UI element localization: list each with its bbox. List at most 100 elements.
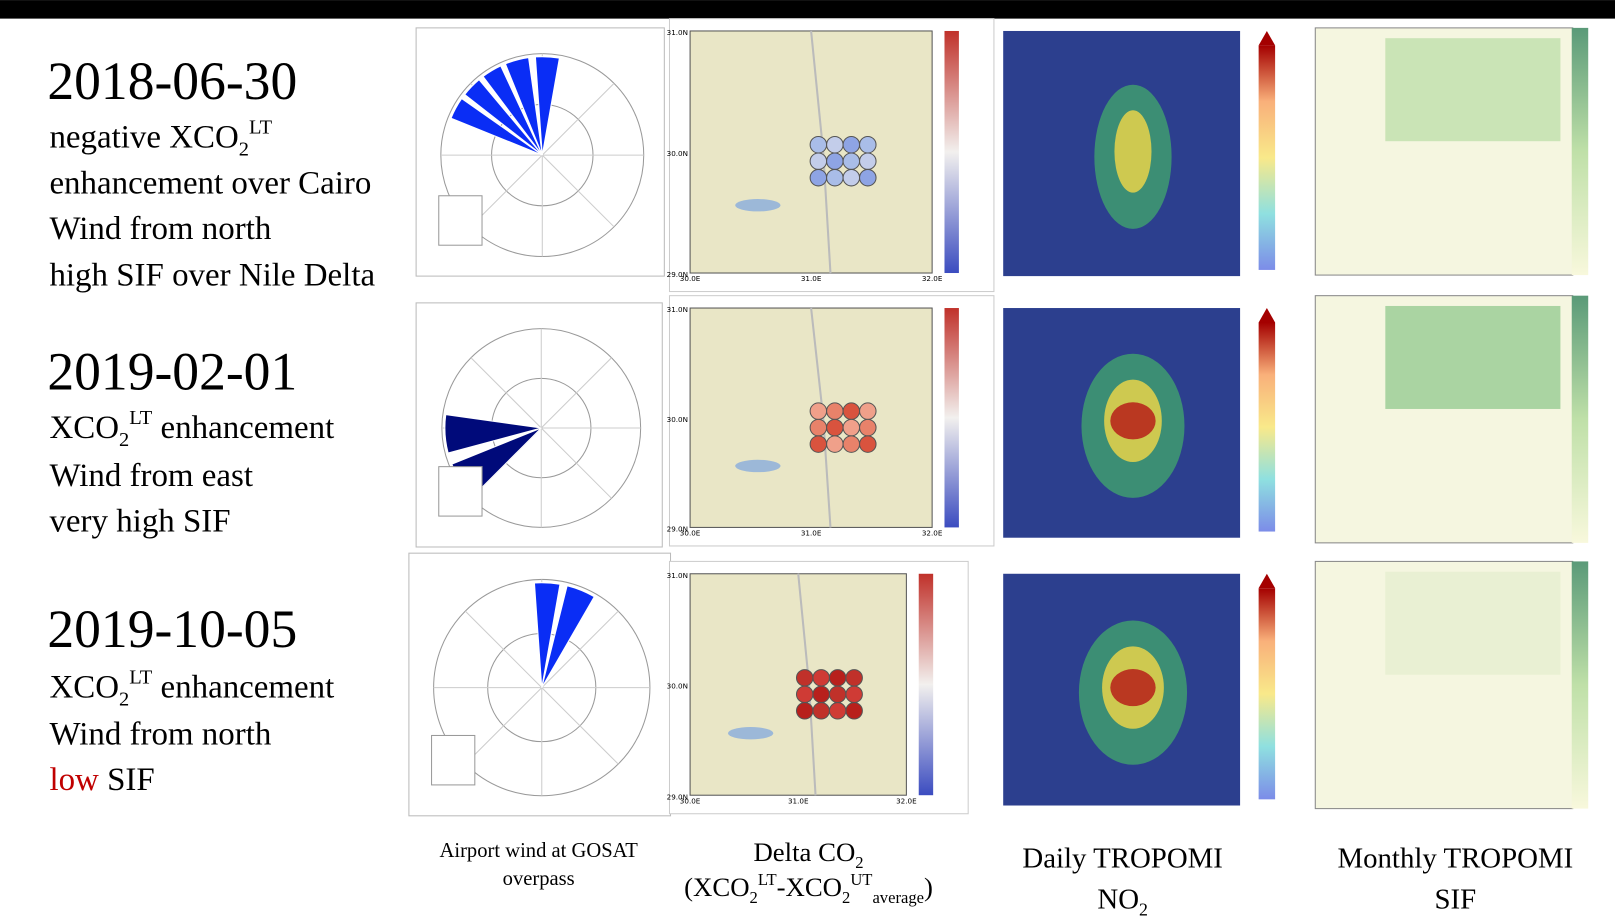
colorbar (1259, 588, 1275, 799)
text-run: Daily TROPOMI (1022, 842, 1222, 874)
sounding (843, 403, 859, 419)
sounding (843, 153, 859, 169)
sounding (810, 419, 826, 435)
plume-peak (1110, 402, 1155, 439)
sounding (829, 670, 845, 686)
text-line: enhancement over Cairo (49, 166, 371, 202)
lake (728, 727, 773, 739)
wind-legend (432, 735, 475, 784)
colorbar (1572, 28, 1588, 275)
sounding (796, 686, 812, 702)
lake (735, 460, 780, 472)
text-line: high SIF over Nile Delta (49, 257, 375, 293)
plume-core (1114, 110, 1151, 192)
lat-label: 30.0N (667, 682, 688, 691)
text-run: Wind from east (49, 458, 253, 494)
lon-label: 32.0E (922, 274, 943, 283)
date: 2019-02-01 (47, 341, 297, 401)
supscript: LT (249, 117, 273, 139)
text-line: Wind from north (49, 717, 271, 753)
sounding (813, 686, 829, 702)
lon-label: 31.0E (801, 274, 822, 283)
colorbar (1572, 561, 1588, 808)
sounding (843, 136, 859, 152)
text-run: Airport wind at GOSAT (440, 840, 639, 862)
supscript: LT (129, 407, 153, 429)
supscript: LT (758, 870, 777, 889)
text-run: enhancement over Cairo (49, 166, 371, 202)
sounding (813, 670, 829, 686)
subscript: 2 (119, 429, 129, 451)
text-line: XCO2LT enhancement (49, 667, 334, 711)
sounding (860, 436, 876, 452)
colorbar (1572, 296, 1588, 543)
colorbar (944, 31, 958, 273)
lat-label: 31.0N (667, 305, 688, 314)
sounding (843, 169, 859, 185)
text-run: Wind from north (49, 211, 271, 247)
supscript: LT (129, 667, 153, 689)
text-run: NO (1097, 884, 1139, 916)
sif-patch (1385, 306, 1560, 409)
sounding (810, 136, 826, 152)
sounding (810, 436, 826, 452)
sounding (860, 153, 876, 169)
colorbar (1259, 322, 1275, 531)
lake (735, 199, 780, 211)
sounding (860, 419, 876, 435)
subscript: 2 (750, 888, 758, 907)
sounding (846, 703, 862, 719)
sounding (796, 703, 812, 719)
colorbar (919, 574, 933, 795)
text-line: NO2 (1097, 884, 1148, 920)
sounding (827, 403, 843, 419)
sounding (860, 403, 876, 419)
lat-label: 31.0N (667, 28, 688, 37)
lat-label: 30.0N (667, 415, 688, 424)
text-line: Wind from north (49, 211, 271, 247)
sounding (846, 670, 862, 686)
sounding (827, 436, 843, 452)
sounding (796, 670, 812, 686)
text-run: Monthly TROPOMI (1337, 842, 1573, 874)
lat-label: 30.0N (667, 149, 688, 158)
text-run: XCO (49, 410, 119, 446)
slide: 2018-06-30negative XCO2LTenhancement ove… (0, 0, 1615, 923)
sif-patch (1385, 38, 1560, 141)
lon-label: 32.0E (896, 796, 917, 805)
subscript: 2 (119, 689, 129, 711)
sounding (829, 686, 845, 702)
text-line: overpass (503, 868, 575, 890)
date: 2018-06-30 (47, 51, 297, 111)
sounding (827, 419, 843, 435)
subscript: 2 (239, 139, 249, 161)
text-run: Wind from north (49, 717, 271, 753)
lon-label: 30.0E (680, 274, 701, 283)
map (690, 308, 932, 527)
text-run: low (49, 762, 99, 798)
sounding (827, 169, 843, 185)
text-line: SIF (1435, 884, 1477, 916)
sounding (860, 169, 876, 185)
sounding (843, 419, 859, 435)
sounding (813, 703, 829, 719)
text-line: Delta CO2 (753, 837, 863, 872)
sounding (846, 686, 862, 702)
colorbar (944, 308, 958, 527)
text-line: very high SIF (49, 504, 230, 540)
subscript: 2 (1139, 900, 1148, 920)
text-run: SIF (1435, 884, 1477, 916)
sif-patch (1385, 572, 1560, 675)
supscript: UT (850, 870, 872, 889)
text-line: XCO2LT enhancement (49, 407, 334, 451)
lon-label: 31.0E (788, 796, 809, 805)
text-run: -XCO (777, 872, 842, 902)
sounding (829, 703, 845, 719)
wind-legend (439, 196, 482, 245)
top-bar (0, 0, 1615, 19)
text-run: negative XCO (49, 119, 238, 155)
map (690, 31, 932, 273)
cbar-arrow (1259, 308, 1275, 322)
date: 2019-10-05 (47, 599, 297, 659)
lon-label: 31.0E (801, 529, 822, 538)
